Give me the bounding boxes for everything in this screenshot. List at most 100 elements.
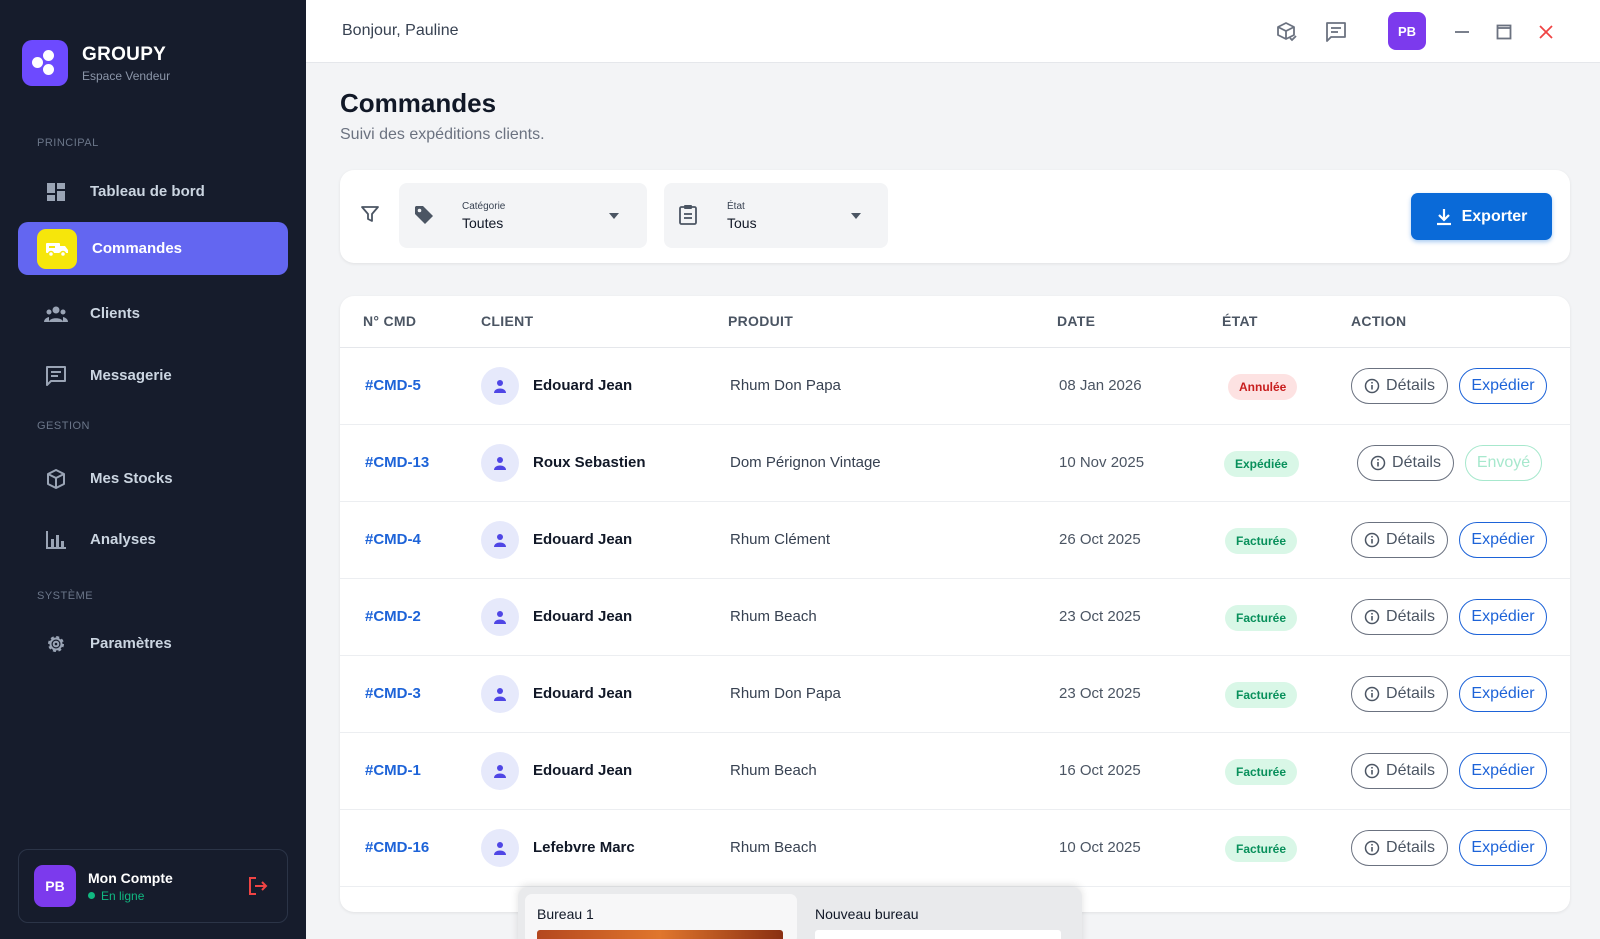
sidebar-item-messagerie[interactable]: Messagerie bbox=[18, 349, 288, 402]
info-icon bbox=[1364, 840, 1380, 856]
order-id-link[interactable]: #CMD-3 bbox=[365, 685, 421, 702]
details-button[interactable]: Détails bbox=[1351, 522, 1448, 558]
order-id-link[interactable]: #CMD-16 bbox=[365, 839, 430, 856]
product-name: Dom Pérignon Vintage bbox=[730, 454, 881, 471]
details-button[interactable]: Détails bbox=[1351, 830, 1448, 866]
user-avatar[interactable]: PB bbox=[1388, 12, 1426, 50]
message-icon bbox=[44, 364, 68, 388]
order-id-link[interactable]: #CMD-5 bbox=[365, 377, 421, 394]
table-row: #CMD-4 Edouard Jean Rhum Clément 26 Oct … bbox=[340, 502, 1570, 579]
product-name: Rhum Beach bbox=[730, 839, 817, 856]
chat-icon[interactable] bbox=[1322, 18, 1350, 46]
brand[interactable]: GROUPY Espace Vendeur bbox=[22, 40, 170, 86]
sidebar: GROUPY Espace Vendeur Principal Tableau … bbox=[0, 0, 306, 939]
ship-button[interactable]: Expédier bbox=[1459, 368, 1547, 404]
logout-icon[interactable] bbox=[247, 875, 269, 902]
sidebar-item-stocks[interactable]: Mes Stocks bbox=[18, 452, 288, 505]
info-icon bbox=[1364, 763, 1380, 779]
info-icon bbox=[1364, 532, 1380, 548]
client-name: Edouard Jean bbox=[533, 531, 633, 548]
status-badge: Facturée bbox=[1225, 836, 1298, 862]
column-header-date[interactable]: DATE bbox=[1057, 313, 1096, 329]
ship-button[interactable]: Expédier bbox=[1459, 599, 1547, 635]
account-avatar: PB bbox=[34, 865, 76, 907]
state-select[interactable]: État Tous bbox=[664, 183, 888, 248]
section-label-gestion: Gestion bbox=[37, 420, 91, 432]
order-date: 10 Nov 2025 bbox=[1059, 454, 1145, 471]
groupy-logo-icon bbox=[22, 40, 68, 86]
workspace-label: Nouveau bureau bbox=[815, 906, 919, 922]
status-badge: Facturée bbox=[1225, 682, 1298, 708]
ship-button[interactable]: Expédier bbox=[1459, 522, 1547, 558]
sidebar-item-commandes[interactable]: Commandes bbox=[18, 222, 288, 275]
client-name: Lefebvre Marc bbox=[533, 839, 635, 856]
orders-table: N° CMD CLIENT PRODUIT DATE ÉTAT ACTION #… bbox=[340, 296, 1570, 912]
column-header-state[interactable]: ÉTAT bbox=[1222, 313, 1258, 329]
client-name: Edouard Jean bbox=[533, 608, 633, 625]
workspace-switcher: Bureau 1 Nouveau bureau bbox=[518, 887, 1082, 939]
brand-name: GROUPY bbox=[82, 43, 167, 65]
gear-icon bbox=[44, 632, 68, 656]
ship-button[interactable]: Expédier bbox=[1459, 676, 1547, 712]
info-icon bbox=[1364, 378, 1380, 394]
export-button-label: Exporter bbox=[1461, 207, 1528, 225]
sidebar-item-analyses[interactable]: Analyses bbox=[18, 513, 288, 566]
category-select-value: Toutes bbox=[462, 215, 504, 231]
workspace-tab-bureau-1[interactable]: Bureau 1 bbox=[525, 894, 797, 939]
chevron-down-icon bbox=[851, 213, 861, 219]
details-button[interactable]: Détails bbox=[1351, 368, 1448, 404]
account-name: Mon Compte bbox=[88, 869, 173, 886]
order-id-link[interactable]: #CMD-4 bbox=[365, 531, 421, 548]
order-id-link[interactable]: #CMD-1 bbox=[365, 762, 421, 779]
sidebar-item-label: Paramètres bbox=[90, 635, 172, 652]
status-badge: Facturée bbox=[1225, 605, 1298, 631]
ship-button[interactable]: Expédier bbox=[1459, 753, 1547, 789]
close-icon[interactable] bbox=[1532, 18, 1560, 46]
order-date: 10 Oct 2025 bbox=[1059, 839, 1141, 856]
truck-icon bbox=[37, 228, 77, 269]
sidebar-item-parametres[interactable]: Paramètres bbox=[18, 617, 288, 670]
product-name: Rhum Beach bbox=[730, 762, 817, 779]
maximize-icon[interactable] bbox=[1490, 18, 1518, 46]
order-id-link[interactable]: #CMD-13 bbox=[365, 454, 430, 471]
sidebar-item-label: Messagerie bbox=[90, 367, 172, 384]
workspace-tab-new[interactable]: Nouveau bureau bbox=[803, 894, 1075, 939]
column-header-product[interactable]: PRODUIT bbox=[728, 313, 794, 329]
account-card[interactable]: PB Mon Compte En ligne bbox=[18, 849, 288, 923]
details-button[interactable]: Détails bbox=[1351, 599, 1448, 635]
product-name: Rhum Don Papa bbox=[730, 685, 841, 702]
section-label-systeme: Système bbox=[37, 590, 94, 602]
details-button[interactable]: Détails bbox=[1351, 753, 1448, 789]
details-button[interactable]: Détails bbox=[1351, 676, 1448, 712]
bar-chart-icon bbox=[44, 528, 68, 552]
filter-icon bbox=[360, 204, 380, 229]
details-button[interactable]: Détails bbox=[1357, 445, 1454, 481]
tag-icon bbox=[413, 204, 435, 231]
table-row: #CMD-13 Roux Sebastien Dom Pérignon Vint… bbox=[340, 425, 1570, 502]
category-select[interactable]: Catégorie Toutes bbox=[399, 183, 647, 248]
order-id-link[interactable]: #CMD-2 bbox=[365, 608, 421, 625]
info-icon bbox=[1370, 455, 1386, 471]
minimize-icon[interactable] bbox=[1448, 18, 1476, 46]
product-name: Rhum Don Papa bbox=[730, 377, 841, 394]
workspace-label: Bureau 1 bbox=[537, 906, 594, 922]
client-name: Roux Sebastien bbox=[533, 454, 646, 471]
ship-button[interactable]: Expédier bbox=[1459, 830, 1547, 866]
sidebar-item-dashboard[interactable]: Tableau de bord bbox=[18, 165, 288, 218]
table-row: #CMD-2 Edouard Jean Rhum Beach 23 Oct 20… bbox=[340, 579, 1570, 656]
order-date: 16 Oct 2025 bbox=[1059, 762, 1141, 779]
order-date: 23 Oct 2025 bbox=[1059, 608, 1141, 625]
sidebar-item-clients[interactable]: Clients bbox=[18, 287, 288, 340]
column-header-client[interactable]: CLIENT bbox=[481, 313, 534, 329]
category-select-label: Catégorie bbox=[462, 201, 506, 212]
column-header-cmd[interactable]: N° CMD bbox=[363, 313, 417, 329]
export-button[interactable]: Exporter bbox=[1411, 193, 1552, 240]
state-select-value: Tous bbox=[727, 215, 757, 231]
user-icon bbox=[481, 444, 519, 482]
online-dot-icon bbox=[88, 892, 95, 899]
sent-button: Envoyé bbox=[1465, 445, 1542, 481]
package-check-icon[interactable] bbox=[1272, 18, 1300, 46]
brand-subtitle: Espace Vendeur bbox=[82, 68, 171, 83]
client-name: Edouard Jean bbox=[533, 377, 633, 394]
info-icon bbox=[1364, 686, 1380, 702]
